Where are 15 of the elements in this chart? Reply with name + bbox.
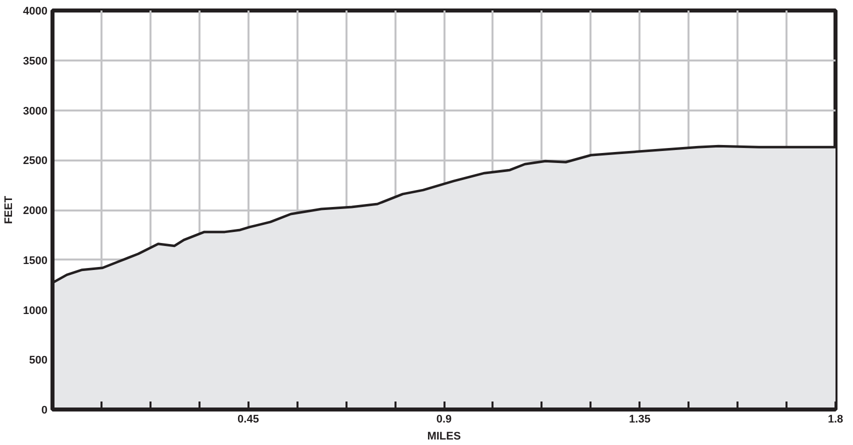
x-tick-label: 1.35 <box>629 414 650 426</box>
x-axis-title: MILES <box>427 430 461 442</box>
y-tick-label: 0 <box>41 404 48 416</box>
y-tick-label: 3500 <box>23 55 48 68</box>
y-tick-label: 1000 <box>23 304 48 317</box>
y-tick-label: 1500 <box>23 254 48 267</box>
y-tick-label: 3000 <box>23 105 48 118</box>
y-tick-label: 2000 <box>23 205 48 217</box>
y-tick-label: 500 <box>29 354 48 367</box>
y-tick-label: 2500 <box>23 155 48 168</box>
y-axis-title: FEET <box>3 196 16 224</box>
x-tick-label: 0.9 <box>436 414 452 426</box>
x-tick-label: 0.45 <box>238 414 259 426</box>
y-tick-label: 4000 <box>23 6 48 18</box>
x-tick-label: 1.8 <box>828 414 844 426</box>
